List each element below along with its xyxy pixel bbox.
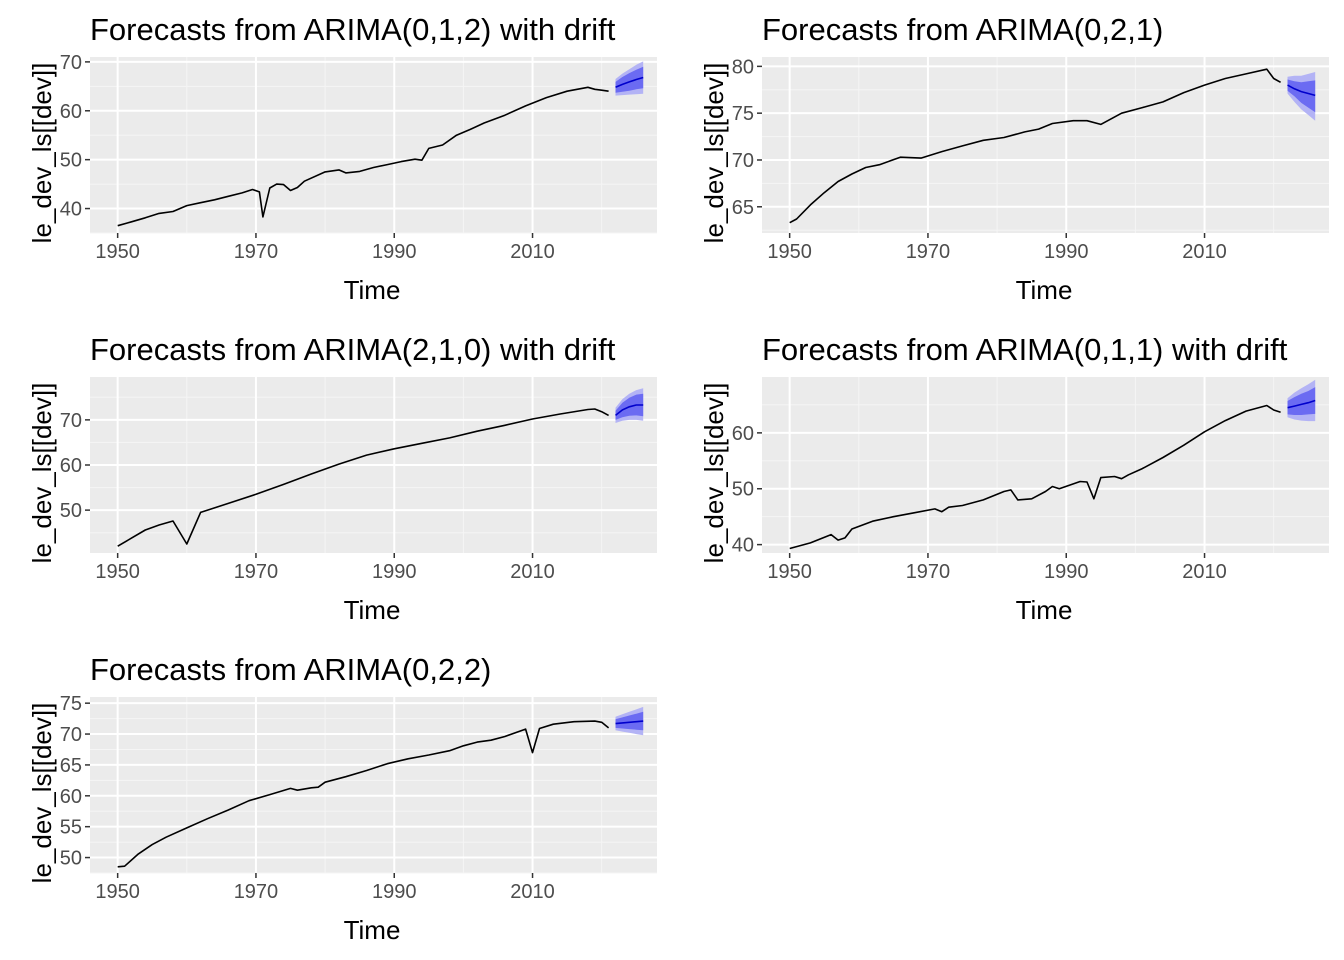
y-tick-label: 75 — [732, 103, 754, 125]
x-tick-label: 1970 — [234, 881, 279, 903]
y-tick-label: 40 — [60, 199, 82, 221]
forecast-line — [615, 404, 644, 417]
x-tick-label: 1990 — [372, 241, 417, 263]
plot-area: 65 70 75 80 1950 1970 1990 2010 — [732, 56, 1329, 263]
plot-area: 50 55 60 65 70 75 1950 1970 1990 2010 — [60, 693, 657, 903]
series-line — [117, 408, 609, 547]
y-tick-label: 65 — [60, 755, 82, 777]
y-tick-label: 60 — [732, 423, 754, 445]
y-tick-label: 80 — [732, 56, 754, 78]
series-line — [117, 86, 609, 227]
y-axis-title: le_dev_ls[[dev]] — [27, 63, 57, 244]
plot-background — [90, 57, 657, 233]
x-axis-title: Time — [1016, 275, 1073, 305]
plot-background — [762, 377, 1329, 553]
x-tick-label: 1990 — [1044, 561, 1089, 583]
x-tick-label: 1970 — [234, 241, 279, 263]
chart-panel-arima-210-drift: Forecasts from ARIMA(2,1,0) with drift 5… — [0, 320, 672, 640]
chart-title: Forecasts from ARIMA(0,2,1) — [762, 12, 1163, 47]
x-tick-label: 1970 — [234, 561, 279, 583]
y-tick-label: 70 — [60, 410, 82, 432]
y-tick-label: 50 — [60, 150, 82, 172]
x-axis-title: Time — [1016, 595, 1073, 625]
series-line — [789, 404, 1281, 550]
y-tick-label: 50 — [60, 500, 82, 522]
forecast-interval-80 — [615, 711, 644, 731]
chart-svg: Forecasts from ARIMA(0,1,2) with drift 4… — [27, 12, 657, 305]
chart-panel-arima-012-drift: Forecasts from ARIMA(0,1,2) with drift 4… — [0, 0, 672, 320]
chart-panel-arima-022: Forecasts from ARIMA(0,2,2) 50 55 60 65 70 75… — [0, 640, 672, 960]
chart-panel-arima-011-drift: Forecasts from ARIMA(0,1,1) with drift 4… — [672, 320, 1344, 640]
y-axis-title: le_dev_ls[[dev]] — [27, 703, 57, 884]
chart-svg: Forecasts from ARIMA(0,2,2) 50 55 60 65 70 75… — [27, 652, 657, 945]
plot-area: 40 50 60 70 1950 1970 1990 2010 — [60, 52, 657, 263]
y-axis-title: le_dev_ls[[dev]] — [699, 383, 729, 564]
y-tick-label: 60 — [60, 786, 82, 808]
series-line — [117, 720, 610, 868]
y-tick-label: 50 — [732, 479, 754, 501]
x-tick-label: 2010 — [510, 881, 555, 903]
chart-title: Forecasts from ARIMA(2,1,0) with drift — [90, 332, 616, 367]
x-axis-title: Time — [344, 595, 401, 625]
x-tick-label: 1950 — [95, 881, 140, 903]
chart-title: Forecasts from ARIMA(0,1,1) with drift — [762, 332, 1288, 367]
y-tick-label: 40 — [732, 535, 754, 557]
chart-panel-arima-021: Forecasts from ARIMA(0,2,1) 65 70 75 80 1950… — [672, 0, 1344, 320]
forecast-interval-80 — [615, 66, 644, 93]
chart-title: Forecasts from ARIMA(0,1,2) with drift — [90, 12, 616, 47]
forecast-line — [615, 720, 644, 725]
plot-area: 40 50 60 1950 1970 1990 2010 — [732, 377, 1329, 583]
y-tick-label: 70 — [60, 52, 82, 74]
x-tick-label: 1990 — [372, 881, 417, 903]
y-tick-label: 55 — [60, 817, 82, 839]
y-tick-label: 65 — [732, 197, 754, 219]
chart-svg: Forecasts from ARIMA(0,2,1) 65 70 75 80 1950… — [699, 12, 1329, 305]
y-tick-label: 50 — [60, 848, 82, 870]
x-tick-label: 1990 — [372, 561, 417, 583]
x-tick-label: 1990 — [1044, 241, 1089, 263]
y-tick-label: 60 — [60, 101, 82, 123]
plot-background — [90, 697, 657, 873]
chart-svg: Forecasts from ARIMA(0,1,1) with drift 4… — [699, 332, 1329, 625]
forecast-interval-80 — [1287, 79, 1316, 113]
y-axis-title: le_dev_ls[[dev]] — [699, 63, 729, 244]
x-tick-label: 2010 — [510, 561, 555, 583]
x-tick-label: 2010 — [1182, 241, 1227, 263]
forecast-line — [615, 76, 644, 89]
forecast-interval-80 — [1287, 387, 1316, 415]
x-tick-label: 2010 — [510, 241, 555, 263]
x-tick-label: 1950 — [767, 561, 812, 583]
x-tick-label: 1970 — [906, 241, 951, 263]
x-tick-label: 2010 — [1182, 561, 1227, 583]
x-tick-label: 1950 — [767, 241, 812, 263]
x-tick-label: 1950 — [95, 241, 140, 263]
x-axis-title: Time — [344, 915, 401, 945]
y-tick-label: 60 — [60, 455, 82, 477]
y-axis-title: le_dev_ls[[dev]] — [27, 383, 57, 564]
y-tick-label: 70 — [732, 150, 754, 172]
forecast-line — [1287, 84, 1316, 97]
x-tick-label: 1970 — [906, 561, 951, 583]
y-tick-label: 75 — [60, 693, 82, 715]
chart-svg: Forecasts from ARIMA(2,1,0) with drift 5… — [27, 332, 657, 625]
plot-area: 50 60 70 1950 1970 1990 2010 — [60, 377, 657, 583]
y-tick-label: 70 — [60, 724, 82, 746]
chart-title: Forecasts from ARIMA(0,2,2) — [90, 652, 491, 687]
series-line — [789, 68, 1281, 224]
x-tick-label: 1950 — [95, 561, 140, 583]
x-axis-title: Time — [344, 275, 401, 305]
forecast-line — [1287, 399, 1316, 409]
plot-background — [762, 57, 1329, 233]
